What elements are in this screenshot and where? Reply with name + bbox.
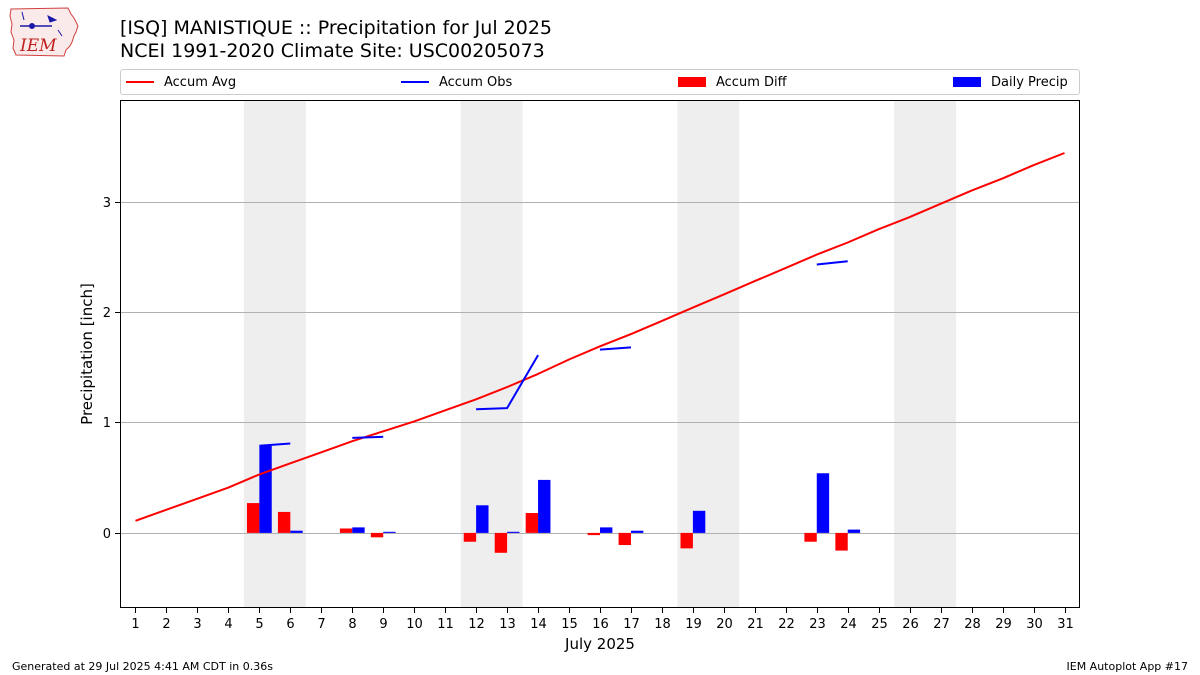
accum-diff-bar — [835, 532, 848, 551]
legend-swatch — [678, 77, 706, 87]
x-tick-label: 1 — [131, 617, 139, 632]
accum-obs-line — [259, 260, 848, 447]
accum-diff-bar — [277, 511, 291, 533]
daily-precip-bar — [352, 527, 365, 533]
legend-swatch — [126, 81, 154, 83]
x-tick-label: 11 — [437, 617, 454, 632]
daily-precip-bar — [847, 529, 861, 533]
daily-precip-bar — [630, 530, 644, 533]
daily-precip-bar — [538, 479, 551, 533]
iowa-outline-icon — [9, 7, 79, 57]
legend-item-accum-obs: Accum Obs — [401, 70, 512, 94]
accum-diff-bar — [804, 532, 817, 542]
x-tick-label: 20 — [716, 617, 733, 632]
weather-instruments-icon — [20, 11, 63, 37]
x-tick-label: 21 — [747, 617, 764, 632]
x-axis-ticks: 1 2 3 4 5 6 7 8 9 10 11 12 13 14 15 16 17 18 19 20 21 22 23 24 2… — [131, 608, 1074, 632]
daily-precip-bar — [600, 527, 613, 533]
accum-diff-bar — [525, 513, 539, 533]
x-tick-label: 28 — [964, 617, 981, 632]
legend-item-accum-avg: Accum Avg — [126, 70, 236, 94]
x-tick-label: 7 — [317, 617, 325, 632]
app-credit: IEM Autoplot App #17 — [1066, 660, 1189, 673]
accum-diff-bar — [246, 503, 260, 533]
legend-label: Accum Diff — [716, 74, 787, 90]
x-tick-label: 2 — [162, 617, 170, 632]
lines — [135, 152, 1065, 522]
x-axis-label: July 2025 — [564, 635, 635, 653]
x-tick-label: 29 — [995, 617, 1012, 632]
legend-label: Daily Precip — [991, 74, 1068, 90]
x-tick-label: 4 — [224, 617, 232, 632]
weekend-band — [460, 100, 523, 608]
x-tick-label: 19 — [685, 617, 702, 632]
legend-item-accum-diff: Accum Diff — [678, 70, 787, 94]
x-tick-label: 9 — [379, 617, 387, 632]
accum-diff-bar — [680, 532, 693, 549]
x-tick-label: 27 — [933, 617, 950, 632]
daily-precip-bar — [383, 531, 396, 533]
x-tick-label: 5 — [255, 617, 263, 632]
y-tick-label: 3 — [103, 196, 111, 211]
x-tick-label: 25 — [871, 617, 888, 632]
y-tick-label: 0 — [103, 527, 111, 542]
x-tick-label: 13 — [499, 617, 516, 632]
weekend-shading — [243, 100, 957, 608]
accum-diff-bar — [339, 528, 353, 533]
x-tick-label: 24 — [840, 617, 857, 632]
daily-precip-bar — [476, 505, 489, 533]
accum-diff-bar — [494, 532, 508, 553]
legend-swatch — [401, 81, 429, 83]
daily-precip-bar — [816, 473, 830, 533]
x-tick-label: 30 — [1026, 617, 1043, 632]
x-tick-label: 22 — [778, 617, 795, 632]
weekend-band — [894, 100, 957, 608]
daily-precip-bar — [692, 510, 706, 533]
daily-precip-bar — [259, 445, 272, 533]
accum-diff-bar — [463, 532, 477, 542]
legend-label: Accum Avg — [164, 74, 237, 90]
chart-title: [ISQ] MANISTIQUE :: Precipitation for Ju… — [120, 17, 552, 39]
x-tick-label: 23 — [809, 617, 826, 632]
chart-subtitle: NCEI 1991-2020 Climate Site: USC00205073 — [120, 40, 545, 62]
legend-label: Accum Obs — [439, 74, 513, 90]
bars — [246, 445, 861, 553]
legend-item-daily-precip: Daily Precip — [953, 70, 1068, 94]
generated-timestamp: Generated at 29 Jul 2025 4:41 AM CDT in … — [12, 660, 273, 673]
x-tick-label: 6 — [286, 617, 294, 632]
legend: Accum Avg Accum Obs Accum Diff Daily Pre… — [120, 69, 1080, 95]
y-axis-label: Precipitation [inch] — [78, 283, 96, 425]
accum-diff-bar — [370, 532, 384, 538]
x-tick-label: 16 — [592, 617, 609, 632]
daily-precip-bar — [290, 530, 303, 533]
accum-avg-line — [135, 152, 1065, 522]
x-tick-label: 8 — [348, 617, 356, 632]
x-tick-label: 17 — [623, 617, 640, 632]
plot-frame — [120, 100, 1080, 608]
y-tick-label: 1 — [103, 416, 111, 431]
weekend-band — [677, 100, 740, 608]
x-tick-label: 12 — [468, 617, 485, 632]
accum-diff-bar — [618, 532, 631, 546]
legend-swatch — [953, 77, 981, 87]
daily-precip-bar — [507, 531, 520, 533]
x-tick-label: 15 — [561, 617, 578, 632]
x-tick-label: 18 — [654, 617, 671, 632]
x-tick-label: 10 — [406, 617, 423, 632]
iem-logo: IEM — [9, 7, 79, 57]
x-tick-label: 31 — [1057, 617, 1074, 632]
y-axis-ticks: 0 1 2 3 — [103, 196, 120, 542]
accum-diff-bar — [587, 532, 600, 536]
y-tick-label: 2 — [103, 306, 111, 321]
logo-text: IEM — [19, 36, 57, 56]
x-tick-label: 14 — [530, 617, 547, 632]
x-tick-label: 26 — [902, 617, 919, 632]
x-tick-label: 3 — [193, 617, 201, 632]
